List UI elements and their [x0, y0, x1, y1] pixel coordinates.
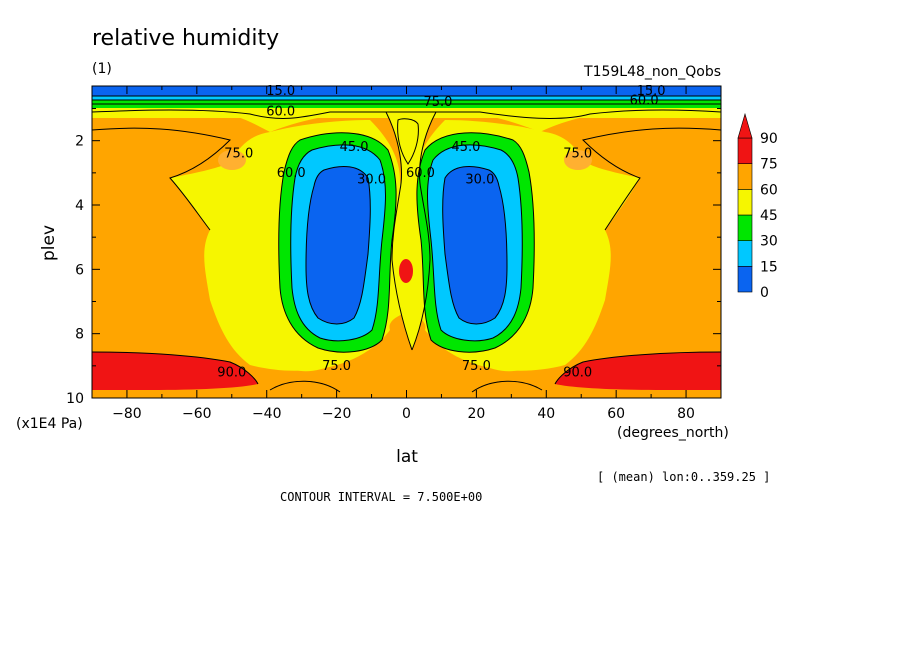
x-tick-label: 40 [537, 406, 555, 422]
x-tick-label: 0 [402, 406, 411, 422]
x-tick-label: −20 [322, 406, 352, 422]
averaging-note: [ (mean) lon:0..359.25 ] [597, 470, 770, 484]
contour-label: 30.0 [465, 172, 494, 187]
contour-field [92, 86, 721, 398]
contour-label: 75.0 [563, 147, 592, 162]
contour-label: 75.0 [322, 359, 351, 374]
colorbar-swatch [737, 163, 753, 190]
contour-label: 60.0 [406, 166, 435, 181]
x-tick-label: 80 [677, 406, 695, 422]
y-tick-label: 2 [75, 134, 84, 150]
contour-label: 45.0 [451, 140, 480, 155]
y-tick-label: 6 [75, 262, 84, 278]
colorbar-tick-label: 30 [760, 234, 778, 250]
contour-label: 15.0 [637, 84, 666, 99]
colorbar-tick-label: 75 [760, 157, 778, 173]
colorbar-tick-label: 60 [760, 182, 778, 198]
colorbar-swatch [737, 137, 753, 164]
colorbar-tick-label: 45 [760, 208, 778, 224]
x-tick-label: −60 [182, 406, 212, 422]
colorbar-swatch [737, 240, 753, 267]
x-tick-label: −40 [252, 406, 282, 422]
colorbar-tick-label: 90 [760, 131, 778, 147]
colorbar: 0 15 30 45 60 75 90 [737, 112, 778, 301]
contour-label: 60.0 [630, 93, 659, 108]
contour-label: 90.0 [563, 365, 592, 380]
x-unit-label: (degrees_north) [617, 425, 729, 441]
y-tick-label: 8 [75, 327, 84, 343]
contour-label: 60.0 [277, 166, 306, 181]
band-75-patch-left [218, 150, 246, 170]
contour-label: 75.0 [423, 95, 452, 110]
y-tick-label: 10 [66, 391, 84, 407]
y-axis: 2 4 6 8 10 [66, 108, 721, 407]
colorbar-extend-arrow [737, 112, 753, 139]
y-axis-title: plev [39, 225, 59, 261]
band-15-30-right [442, 166, 507, 324]
contour-label: 15.0 [266, 84, 295, 99]
colorbar-tick-label: 15 [760, 259, 778, 275]
y-unit-label: (x1E4 Pa) [16, 416, 83, 432]
y-tick-label: 4 [75, 198, 84, 214]
colorbar-swatch [737, 266, 753, 293]
contour-label: 90.0 [217, 365, 246, 380]
band-90-plus-right [555, 352, 721, 390]
band-15-30-left [306, 166, 371, 324]
contour-label: 75.0 [462, 359, 491, 374]
run-name: T159L48_non_Qobs [583, 64, 721, 80]
band-90-plus-left [92, 352, 258, 390]
contour-label: 75.0 [224, 147, 253, 162]
panel-label: (1) [92, 61, 112, 77]
x-axis: −80 −60 −40 −20 0 20 40 60 80 [91, 86, 722, 422]
contour-label-layer: 15.060.075.015.060.075.060.045.030.0 60.0… [217, 84, 665, 380]
colorbar-swatch [737, 214, 753, 241]
contour-label: 60.0 [266, 105, 295, 120]
chart-title: relative humidity [92, 26, 279, 51]
band-90-plus-equator [399, 259, 413, 283]
band-75-patch-right [564, 150, 592, 170]
contour-lines [92, 95, 721, 393]
x-tick-label: 60 [607, 406, 625, 422]
colorbar-swatch [737, 189, 753, 216]
contour-label: 30.0 [357, 172, 386, 187]
x-axis-title: lat [396, 447, 418, 467]
x-tick-label: 20 [467, 406, 485, 422]
colorbar-tick-label: 0 [760, 285, 769, 301]
x-tick-label: −80 [112, 406, 142, 422]
band-60-75-top-wave [92, 110, 721, 119]
contour-interval-text: CONTOUR INTERVAL = 7.500E+00 [280, 490, 482, 504]
contour-label: 45.0 [340, 140, 369, 155]
